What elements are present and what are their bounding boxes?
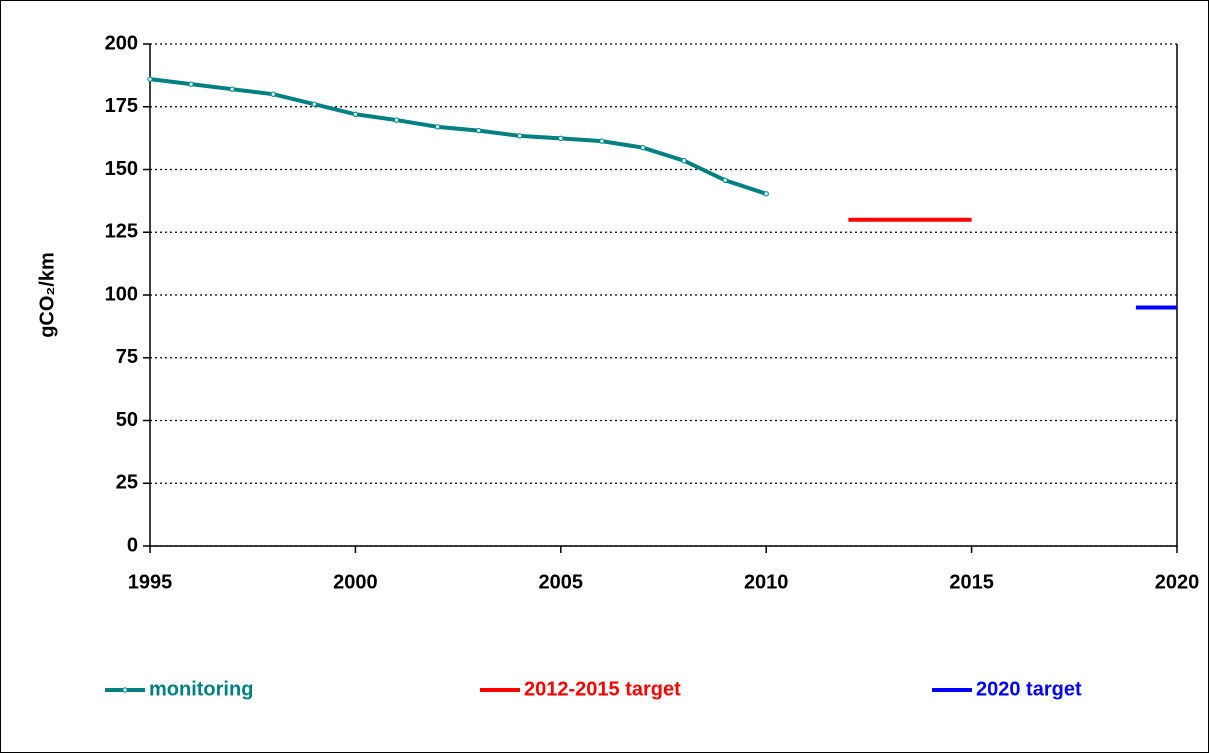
point-marker (558, 135, 564, 142)
point-marker (517, 133, 523, 139)
point-marker (147, 76, 153, 82)
y-axis-title: gCO₂/km (36, 252, 58, 338)
legend-label: 2020 target (976, 678, 1082, 700)
point-marker (475, 127, 482, 134)
point-marker (434, 124, 441, 130)
series-line (149, 77, 767, 196)
point-marker (640, 144, 646, 151)
point-marker (681, 158, 687, 164)
y-tick-label: 25 (116, 472, 138, 494)
point-marker (188, 81, 194, 87)
point-marker (763, 191, 769, 197)
x-tick-label: 2010 (744, 571, 789, 593)
point-marker (599, 138, 605, 144)
y-tick-label: 75 (116, 346, 138, 368)
legend-marker (122, 687, 128, 693)
x-tick-label: 2005 (539, 571, 584, 593)
y-tick-label: 50 (116, 409, 138, 431)
y-tick-label: 0 (127, 534, 138, 556)
point-marker (393, 117, 400, 123)
legend-label: 2012-2015 target (524, 678, 681, 700)
x-tick-label: 1995 (128, 571, 173, 593)
x-tick-label: 2020 (1155, 571, 1200, 593)
legend-label: monitoring (149, 678, 253, 700)
y-tick-label: 175 (105, 95, 138, 117)
y-tick-label: 125 (105, 221, 138, 243)
point-marker (722, 177, 728, 183)
point-marker (270, 91, 276, 97)
y-tick-label: 100 (105, 283, 138, 305)
y-tick-label: 150 (105, 158, 138, 180)
point-marker (311, 101, 318, 107)
point-marker (352, 111, 359, 117)
y-tick-label: 200 (105, 32, 138, 54)
x-tick-label: 2015 (949, 571, 994, 593)
x-tick-label: 2000 (333, 571, 378, 593)
point-marker (229, 86, 235, 92)
